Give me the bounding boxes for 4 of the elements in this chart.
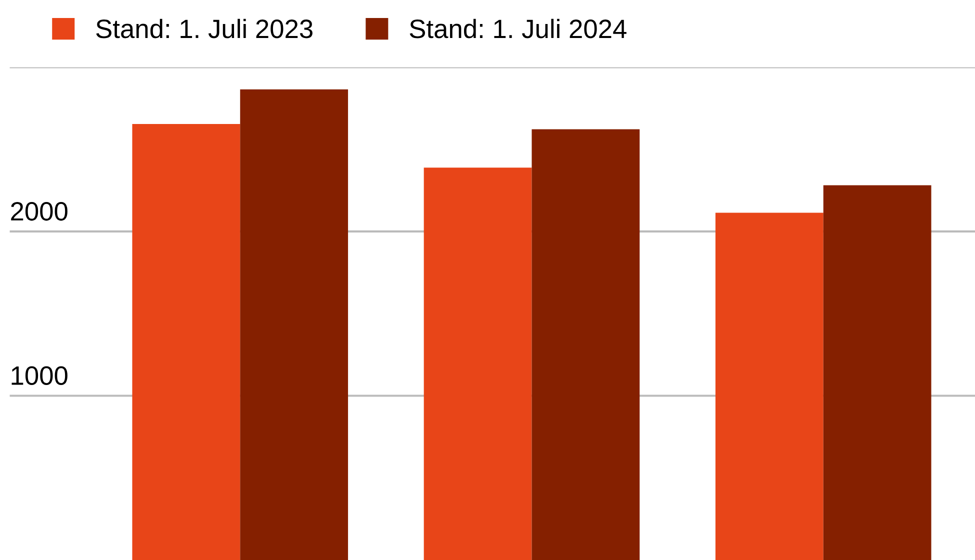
legend-label: Stand: 1. Juli 2024 (410, 18, 626, 38)
y-tick-label: 2000 (11, 202, 68, 221)
y-tick-label: 1000 (12, 366, 68, 385)
legend-label: Stand: 1. Juli 2023 (96, 18, 312, 38)
